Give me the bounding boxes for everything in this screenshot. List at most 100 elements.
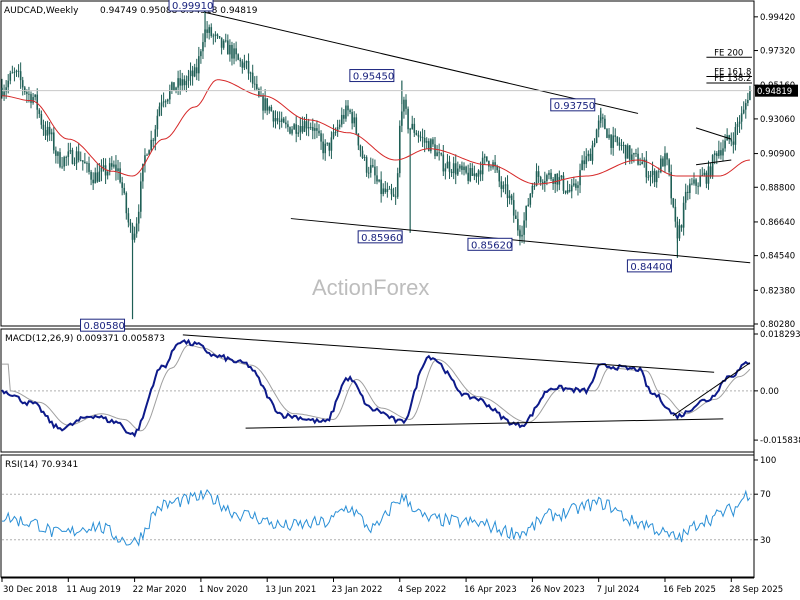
candle-body: [111, 163, 113, 167]
candle-body: [537, 171, 540, 177]
candle-body: [670, 172, 672, 199]
candle-body: [152, 139, 155, 141]
candle-body: [448, 161, 451, 172]
price-tick-label: 0.97320: [760, 47, 795, 57]
fib-level-label: FE 138.2: [714, 74, 751, 84]
price-tick-label: 0.99420: [760, 13, 795, 23]
candle-body: [67, 151, 70, 158]
candle-body: [425, 141, 428, 143]
candle-body: [742, 109, 745, 114]
candle-body: [413, 123, 416, 133]
candle-body: [314, 128, 316, 131]
annotation-box: [357, 230, 403, 244]
annotation-box: [626, 259, 672, 273]
annotation-text: 0.85620: [471, 240, 512, 251]
candle-body: [691, 183, 693, 185]
candle-body: [510, 195, 513, 201]
annotation-box: [550, 98, 596, 112]
candle-body: [206, 29, 208, 33]
price-annotations: 0.99910 0.95450 0.93750 0.85960 0.85620 0.844…: [80, 0, 672, 332]
candle-body: [106, 171, 109, 176]
candle-body: [262, 95, 264, 111]
candle-body: [749, 90, 751, 100]
candle-series: [1, 8, 751, 320]
annotation-text: 0.84400: [630, 262, 671, 273]
candle-body: [75, 151, 78, 164]
candle-body: [713, 153, 716, 156]
candle-body: [272, 111, 275, 122]
candle-body: [42, 124, 45, 130]
candle-body: [338, 124, 341, 128]
candle-body: [604, 118, 606, 130]
candle-body: [676, 221, 679, 239]
candle-body: [662, 158, 664, 167]
candle-body: [496, 166, 498, 171]
candle-body: [490, 166, 492, 168]
candle-body: [198, 56, 200, 74]
candle-body: [703, 172, 706, 175]
symbol-title: AUDCAD,Weekly: [4, 6, 79, 16]
candle-body: [562, 175, 565, 191]
candle-body: [343, 114, 345, 119]
candle-body: [541, 181, 544, 184]
candle-body: [695, 179, 697, 186]
candle-body: [222, 40, 225, 48]
macd-tick-label: 0.00: [760, 387, 779, 397]
candle-body: [28, 93, 30, 95]
date-tick-label: 28 Sep 2025: [729, 585, 783, 595]
candle-body: [44, 129, 47, 136]
candle-body: [376, 175, 378, 182]
candle-body: [581, 160, 583, 171]
candle-body: [148, 150, 150, 155]
candle-body: [187, 76, 190, 81]
candle-body: [90, 171, 92, 180]
candle-body: [137, 211, 140, 224]
candle-body: [512, 200, 515, 216]
flag-upper-line: [695, 127, 732, 140]
fib-level-label: FE 200: [714, 48, 743, 58]
candle-body: [674, 206, 677, 222]
candle-body: [380, 179, 382, 194]
candle-body: [573, 183, 575, 186]
candle-body: [655, 171, 658, 183]
candle-body: [689, 183, 691, 194]
last-price-tag: [755, 84, 798, 97]
candle-body: [330, 137, 333, 151]
candle-body: [50, 132, 53, 135]
annotation-box: [349, 69, 395, 83]
candle-body: [707, 166, 710, 184]
candle-body: [48, 126, 51, 135]
candle-body: [7, 80, 10, 88]
candle-body: [734, 126, 737, 145]
candle-body: [403, 99, 405, 112]
candle-body: [705, 172, 708, 184]
candle-body: [452, 163, 455, 174]
annotation-label: 0.99910: [168, 0, 214, 12]
annotation-text: 0.99910: [172, 1, 213, 12]
candle-body: [363, 157, 366, 158]
annotation-box: [168, 0, 214, 12]
candle-body: [454, 163, 457, 175]
candle-body: [235, 48, 237, 55]
candle-body: [214, 34, 217, 36]
candle-body: [82, 160, 84, 162]
candle-body: [720, 150, 722, 156]
candle-body: [438, 152, 440, 154]
candle-body: [175, 87, 177, 92]
candle-body: [407, 108, 409, 130]
candle-body: [239, 59, 242, 62]
candle-body: [718, 150, 720, 157]
candle-body: [649, 174, 652, 177]
candle-body: [614, 135, 617, 137]
flag-lower-line: [695, 159, 732, 166]
candle-body: [587, 153, 590, 157]
candle-body: [728, 135, 731, 140]
candle-body: [361, 150, 364, 158]
candle-body: [463, 166, 465, 171]
candle-body: [245, 61, 248, 63]
candle-body: [390, 188, 393, 195]
moving-average-line: [1, 79, 750, 185]
candle-body: [672, 198, 675, 207]
date-tick-label: 13 Jun 2021: [265, 585, 316, 595]
